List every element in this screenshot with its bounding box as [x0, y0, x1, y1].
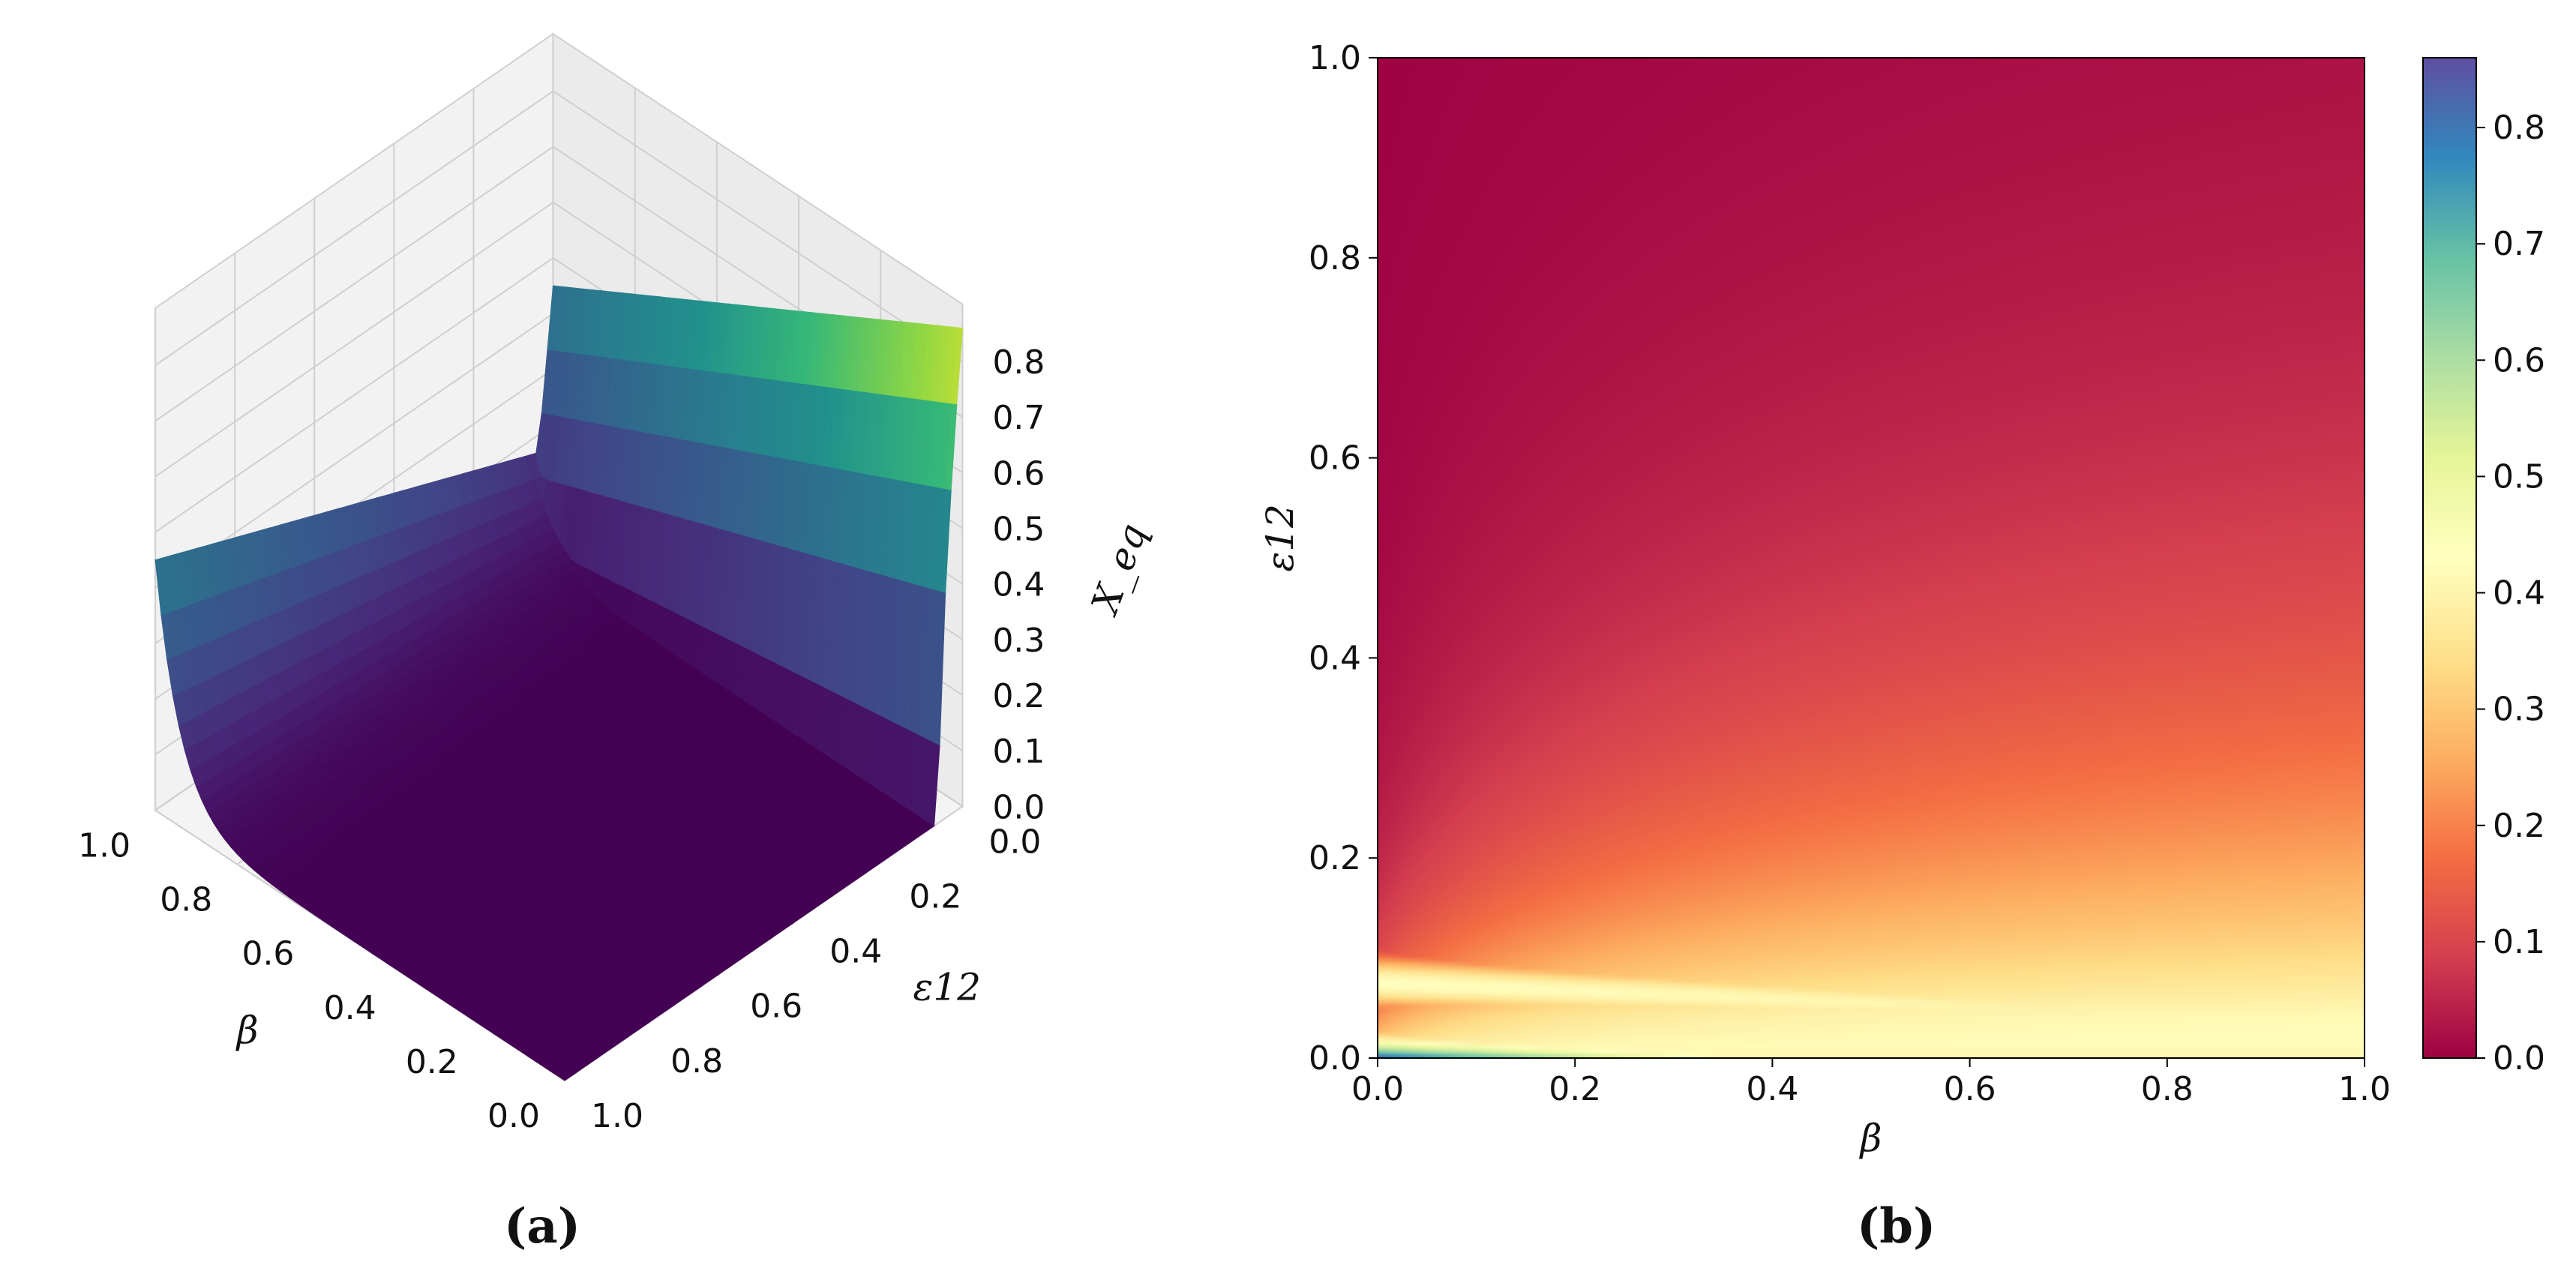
beta-axis-label: β [235, 1009, 259, 1052]
y-tick-label: 0.8 [1309, 239, 1361, 277]
colorbar [2423, 58, 2476, 1058]
panel-a-surface-plot: 0.0 0.2 0.4 0.6 0.8 1.0 0.0 0.2 0.4 0.6 0.8 1.0 0.0 0… [78, 32, 1156, 1135]
colorbar-tick-label: 0.4 [2493, 574, 2545, 613]
x-tick-label: 0.0 [1351, 1070, 1404, 1108]
eps-tick-label: 1.0 [591, 1097, 643, 1135]
y-tick-label: 0.2 [1309, 839, 1361, 877]
panel-b-label: (b) [1857, 1198, 1936, 1255]
panel-b-heatmap: 0.0 0.2 0.4 0.6 0.8 1.0 0.0 0.2 0.4 0.6 0.8 1.0 β ε12… [1258, 39, 2545, 1160]
beta-tick-label: 1.0 [78, 827, 130, 865]
eps-tick-label: 0.4 [829, 933, 882, 971]
z-axis-label: X_eq [1082, 518, 1156, 622]
z-tick-label: 0.8 [992, 343, 1045, 382]
colorbar-tick-label: 0.2 [2493, 807, 2545, 845]
y-tick-label: 0.0 [1309, 1039, 1361, 1078]
y-tick-label: 1.0 [1309, 39, 1361, 77]
z-tick-label: 0.1 [992, 733, 1045, 771]
x-tick-label: 0.4 [1746, 1070, 1798, 1108]
x-tick-label: 0.2 [1549, 1070, 1601, 1108]
x-tick-label: 0.6 [1944, 1070, 1996, 1108]
colorbar-tick-label: 0.0 [2493, 1039, 2545, 1078]
panel-a-label: (a) [504, 1198, 581, 1255]
colorbar-tick-label: 0.3 [2493, 691, 2545, 729]
y-tick-label: 0.4 [1309, 639, 1361, 677]
z-tick-label: 0.6 [992, 454, 1045, 493]
eps-tick-label: 0.8 [670, 1042, 723, 1081]
colorbar-frame [2422, 57, 2477, 1059]
y-axis-label: ε12 [1258, 504, 1302, 571]
colorbar-tick-label: 0.7 [2493, 225, 2545, 263]
x-axis-label: β [1859, 1117, 1882, 1160]
x-tick-label: 0.8 [2141, 1070, 2194, 1108]
colorbar-tick-label: 0.1 [2493, 923, 2545, 961]
heatmap-image [1378, 58, 2365, 1058]
beta-tick-label: 0.6 [241, 935, 294, 973]
z-tick-label: 0.4 [992, 566, 1045, 604]
eps-tick-label: 0.0 [988, 823, 1041, 861]
y-tick-label: 0.6 [1309, 439, 1361, 478]
colorbar-tick-label: 0.6 [2493, 341, 2545, 379]
eps-tick-label: 0.2 [909, 877, 961, 916]
z-tick-label: 0.5 [992, 511, 1045, 549]
colorbar-tick-label: 0.8 [2493, 109, 2545, 147]
heatmap-frame [1377, 57, 2365, 1059]
surface [154, 285, 964, 1081]
x-tick-label: 1.0 [2338, 1070, 2391, 1108]
z-tick-label: 0.3 [992, 622, 1045, 660]
z-tick-label: 0.2 [992, 677, 1045, 715]
eps-axis-label: ε12 [913, 965, 981, 1009]
beta-tick-label: 0.8 [160, 881, 212, 919]
beta-tick-label: 0.4 [324, 989, 376, 1027]
colorbar-tick-label: 0.5 [2493, 457, 2545, 496]
eps-tick-label: 0.6 [750, 988, 802, 1026]
z-tick-label: 0.7 [992, 399, 1045, 437]
beta-tick-label: 0.2 [406, 1043, 458, 1081]
beta-tick-label: 0.0 [487, 1097, 540, 1135]
z-tick-label: 0.0 [992, 788, 1045, 826]
